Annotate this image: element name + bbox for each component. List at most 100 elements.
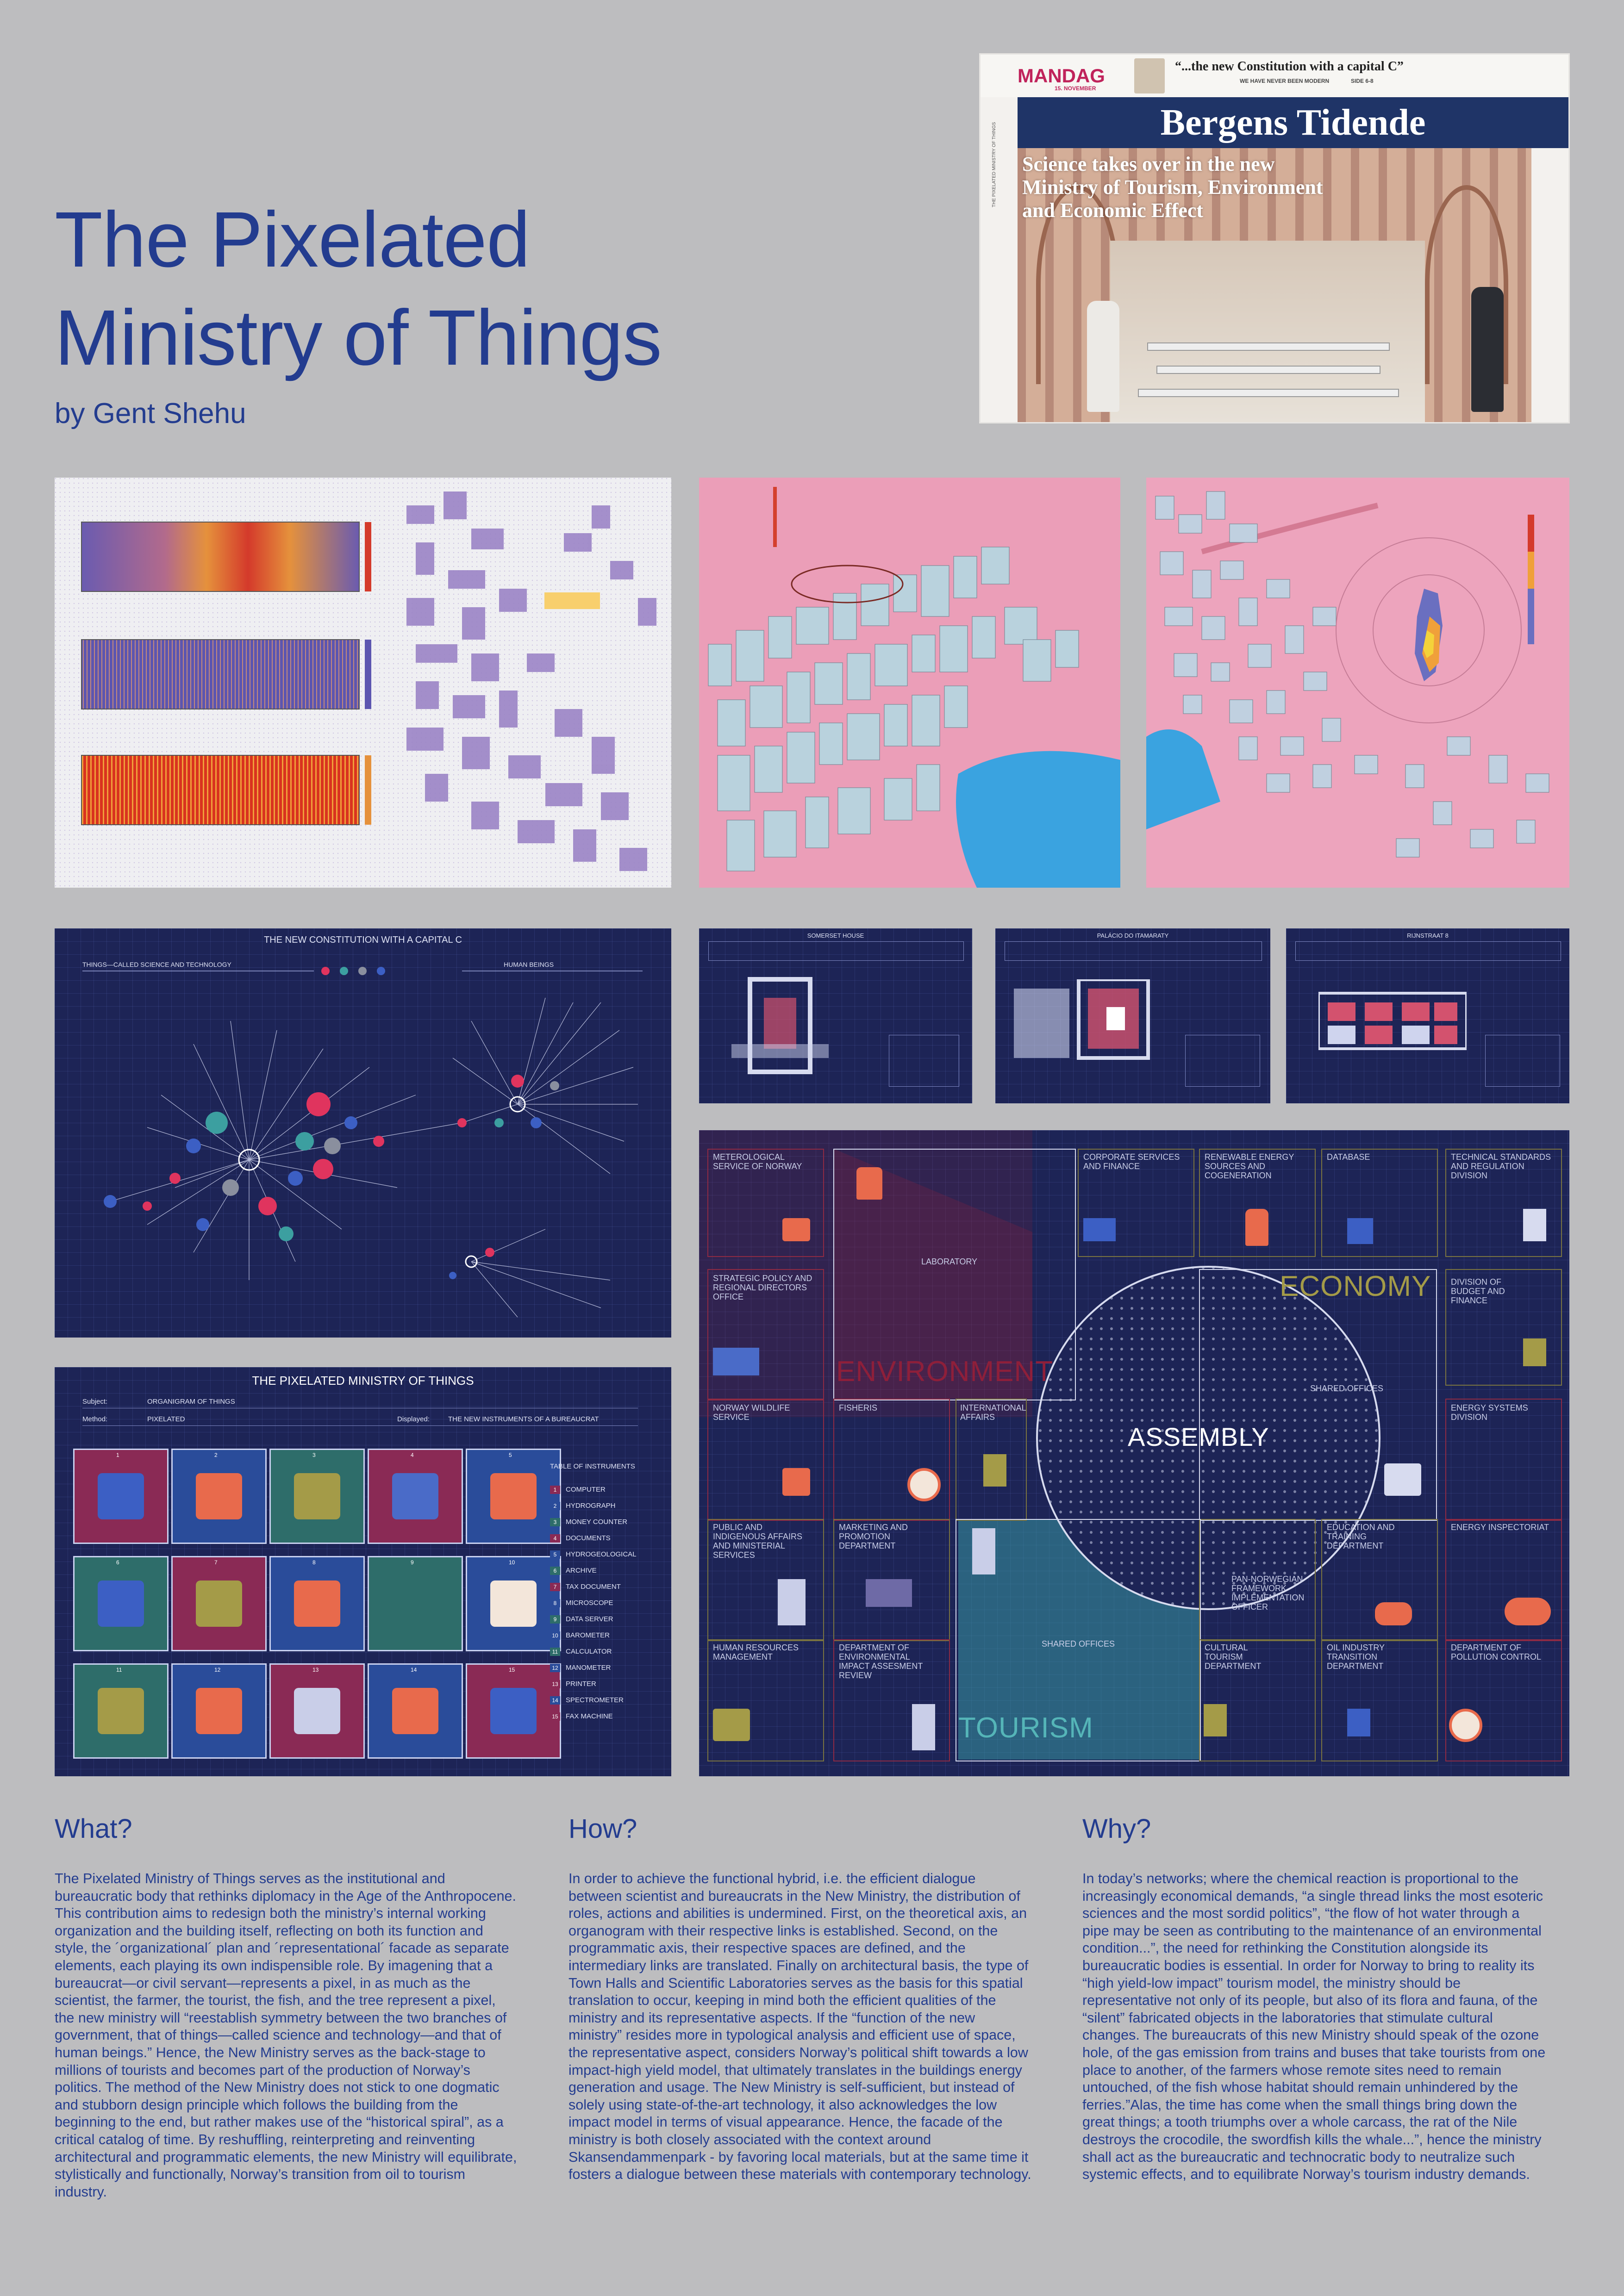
- instrument-icon: [294, 1580, 340, 1627]
- manometer-icon: [1505, 1598, 1551, 1625]
- instrument-table-name: MANOMETER: [566, 1664, 611, 1672]
- room-label: SHARED OFFICES: [1310, 1384, 1384, 1393]
- documents-stack-icon: [912, 1704, 935, 1750]
- newspaper-photo: Science takes over in the new Ministry o…: [1018, 148, 1531, 422]
- instrument-table-number: 9: [550, 1615, 560, 1624]
- room-label: EDUCATION AND TRAINING DEPARTMENT: [1327, 1523, 1395, 1550]
- instrument-number: 13: [312, 1667, 319, 1673]
- instrument-icon: [196, 1580, 242, 1627]
- plan-title: PALÁCIO DO ITAMARATY: [1097, 932, 1169, 939]
- newspaper-masthead: Bergens Tidende: [1160, 102, 1426, 143]
- room-label: RENEWABLE ENERGY SOURCES AND COGENERATIO…: [1205, 1152, 1294, 1180]
- instrument-table-name: DATA SERVER: [566, 1615, 613, 1623]
- instrument-number: 6: [116, 1559, 119, 1566]
- scientist-figure: [1087, 301, 1119, 412]
- city-map-wind: [1146, 478, 1569, 888]
- instrument-table-row: 2 HYDROGRAPH: [550, 1502, 616, 1510]
- room-label: DIVISION OF BUDGET AND FINANCE: [1451, 1277, 1505, 1305]
- divider: [82, 1425, 638, 1426]
- instrument-table-number: 3: [550, 1518, 560, 1526]
- fax-machine-icon: [782, 1218, 810, 1241]
- instrument-number: 7: [214, 1559, 218, 1566]
- instrument-number: 2: [214, 1452, 218, 1458]
- room-budget: [1445, 1269, 1562, 1386]
- room-strategic: [707, 1269, 824, 1400]
- tax-document-icon: [983, 1454, 1006, 1487]
- printer-icon: [1523, 1209, 1546, 1241]
- instrument-cell: 3: [269, 1449, 365, 1544]
- map-panel-heatmaps: [55, 478, 671, 888]
- poster-title-line2: Ministry of Things: [55, 294, 662, 382]
- room-meteorological: [707, 1149, 824, 1257]
- room-fisheris: [833, 1399, 950, 1521]
- zone-label-environment: ENVIRONMENT: [836, 1356, 1054, 1388]
- instrument-table-number: 15: [550, 1712, 560, 1721]
- instrument-number: 9: [411, 1559, 414, 1566]
- instrument-table-name: HYDROGRAPH: [566, 1502, 616, 1510]
- room-energy-systems: [1445, 1399, 1562, 1521]
- wind-rose: [1415, 589, 1443, 681]
- instrument-table-name: HYDROGEOLOGICAL: [566, 1550, 637, 1558]
- city-map-pink: [699, 478, 1120, 888]
- instrument-table-number: 2: [550, 1502, 560, 1510]
- displayed-value: THE NEW INSTRUMENTS OF A BUREAUCRAT: [448, 1415, 599, 1423]
- instrument-table-number: 6: [550, 1567, 560, 1575]
- section-how: How? In order to achieve the functional …: [568, 1813, 1031, 2184]
- room-label: TECHNICAL STANDARDS AND REGULATION DIVIS…: [1451, 1152, 1551, 1180]
- room-label: CORPORATE SERVICES AND FINANCE: [1083, 1152, 1180, 1171]
- desk-row: [1138, 389, 1399, 397]
- room-label: ENERGY INSPECTORIAT: [1451, 1523, 1549, 1532]
- plan-somerset-house: SOMERSET HOUSE: [699, 928, 972, 1103]
- instrument-table-row: 11 CALCULATOR: [550, 1648, 612, 1656]
- method-label: Method:: [82, 1415, 108, 1423]
- room-pan-norwegian: [1199, 1519, 1316, 1641]
- instrument-number: 8: [312, 1559, 316, 1566]
- instrument-cell: 10: [466, 1556, 561, 1651]
- constitution-left-label: THINGS—CALLED SCIENCE AND TECHNOLOGY: [82, 961, 231, 968]
- room-env-impact: [833, 1639, 950, 1761]
- instrument-table-row: 15 FAX MACHINE: [550, 1712, 613, 1721]
- organigram-panel: THE PIXELATED MINISTRY OF THINGS Subject…: [55, 1367, 671, 1776]
- constitution-network-panel: THE NEW CONSTITUTION WITH A CAPITAL C TH…: [55, 928, 671, 1338]
- money-counter-icon: [1384, 1463, 1421, 1496]
- newspaper-subline: WE HAVE NEVER BEEN MODERN: [1240, 78, 1330, 84]
- instrument-table-number: 12: [550, 1664, 560, 1672]
- instrument-number: 3: [312, 1452, 316, 1458]
- section-heading: What?: [55, 1814, 132, 1844]
- instrument-cell: 5: [466, 1449, 561, 1544]
- instrument-table-row: 7 TAX DOCUMENT: [550, 1583, 621, 1591]
- instrument-table-number: 13: [550, 1680, 560, 1688]
- instrument-table-row: 6 ARCHIVE: [550, 1567, 597, 1575]
- displayed-label: Displayed:: [397, 1415, 430, 1423]
- instrument-cell: 9: [368, 1556, 463, 1651]
- instrument-table-row: 14 SPECTROMETER: [550, 1696, 624, 1705]
- instrument-table-row: 8 MICROSCOPE: [550, 1599, 613, 1607]
- plan-description-box: [1185, 1035, 1260, 1087]
- room-corporate: [1078, 1149, 1194, 1257]
- instrument-cell: 2: [171, 1449, 267, 1544]
- zone-label-tourism: TOURISM: [958, 1712, 1093, 1744]
- instrument-cell: 7: [171, 1556, 267, 1651]
- room-label: DEPARTMENT OF POLLUTION CONTROL: [1451, 1643, 1542, 1661]
- instrument-table-name: CALCULATOR: [566, 1648, 612, 1655]
- city-map-lilac: [55, 478, 671, 888]
- desk-row: [1156, 366, 1380, 374]
- poster-author: by Gent Shehu: [55, 398, 246, 429]
- section-heading: Why?: [1082, 1814, 1151, 1844]
- section-what: What? The Pixelated Ministry of Things s…: [55, 1813, 518, 2201]
- room-shared-offices-2: [956, 1519, 1201, 1761]
- room-label: PUBLIC AND INDIGENOUS AFFAIRS AND MINIST…: [713, 1523, 803, 1560]
- subject-value: ORGANIGRAM OF THINGS: [147, 1398, 235, 1406]
- room-database: [1321, 1149, 1438, 1257]
- newspaper-side-text: THE PIXELATED MINISTRY OF THINGS: [992, 122, 997, 207]
- subject-label: Subject:: [82, 1398, 108, 1406]
- instrument-table-number: 5: [550, 1550, 560, 1559]
- zone-label-assembly: ASSEMBLY: [1128, 1422, 1269, 1451]
- room-oil-industry: [1321, 1639, 1438, 1761]
- instrument-table-name: MICROSCOPE: [566, 1599, 613, 1607]
- map-panel-wind: [1146, 478, 1569, 888]
- room-renewable: [1199, 1149, 1316, 1257]
- printer-icon: [1347, 1709, 1370, 1736]
- instrument-icon: [196, 1688, 242, 1734]
- newspaper-day: MANDAG: [1018, 65, 1105, 87]
